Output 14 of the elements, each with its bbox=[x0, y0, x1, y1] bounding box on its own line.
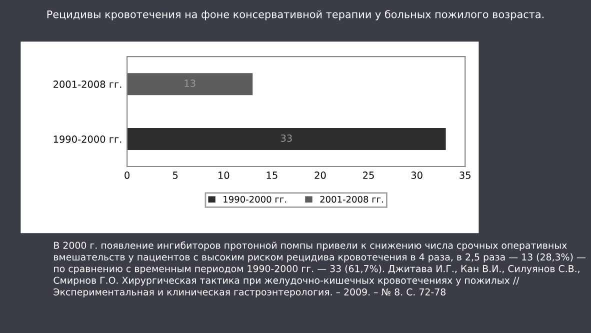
legend-label: 1990-2000 гг. bbox=[224, 196, 286, 203]
x-tick-label: 0 bbox=[124, 172, 130, 179]
x-tick-label: 20 bbox=[314, 172, 326, 179]
text: В 2000 г. появление ингибиторов протонной помпы привели к снижению числа срочных оперативных вмешательств у пациентов с высоким риском рецидива кровотечения в 4 раза, в 2,5 раза — 13 (28,3%) — по сравнению с временным периодом 1990-2000 гг. — 33 (61,7%). Джитава И.Г., Кан В.И., Силуянов С.В., Смирнов Г.О. Хирургическая тактика при желудочно-кишечных кровотечениях у пожилых // Экспериментальная и клиническая гастроэнтерология. – 2009. – № 8. С. 72-78 bbox=[54, 241, 586, 298]
x-tick-label: 30 bbox=[411, 172, 422, 179]
data-label: 33 bbox=[280, 134, 292, 142]
legend-label: 2001-2008 гг. bbox=[320, 196, 384, 203]
x-tick-label: 15 bbox=[266, 172, 278, 179]
x-tick-label: 5 bbox=[173, 172, 178, 179]
x-tick-label: 10 bbox=[218, 172, 230, 179]
data-label: 13 bbox=[184, 80, 196, 87]
x-tick-label: 35 bbox=[460, 172, 470, 179]
chart-title: Рецидивы кровотечения на фоне консервативной терапии у больных пожилого возраста. bbox=[47, 10, 544, 20]
x-tick-label: 25 bbox=[363, 172, 374, 179]
